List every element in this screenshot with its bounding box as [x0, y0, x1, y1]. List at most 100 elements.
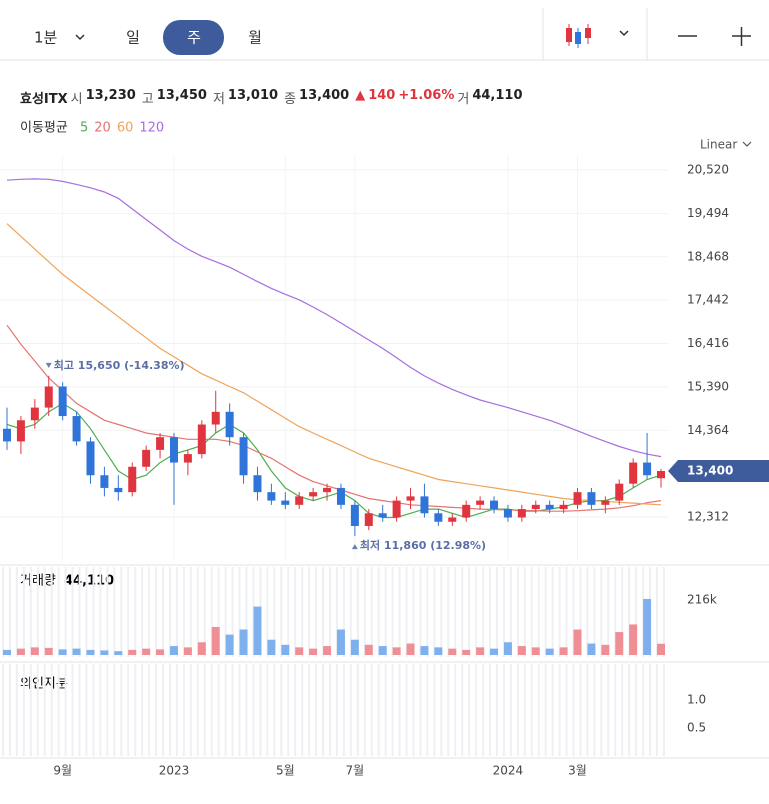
change-pct: +1.06% [398, 88, 455, 103]
chevron[interactable] [742, 141, 752, 147]
volume-bar [587, 643, 596, 655]
volume-bar [100, 650, 109, 655]
tab[interactable]: 월 [248, 29, 262, 47]
foreign-tick-label: 0.5 [687, 721, 706, 735]
candle-body [197, 424, 206, 455]
volume-bar [16, 648, 25, 655]
volume-bar [30, 647, 39, 655]
ma-legend: 60 [117, 121, 134, 136]
candle-body [615, 483, 624, 501]
volume-bar [448, 648, 457, 655]
y-tick-label: 20,520 [687, 163, 729, 177]
candle-body [211, 411, 220, 425]
volume-bar [420, 646, 429, 655]
volume-bar [503, 642, 512, 655]
candle-body [323, 487, 332, 493]
volume-bar [350, 639, 359, 655]
scale-mode[interactable]: Linear [700, 138, 737, 152]
candle-body [476, 500, 485, 505]
last-price-label: 13,400 [687, 464, 733, 478]
annotation-arrow [351, 544, 358, 550]
volume-bar [462, 649, 471, 655]
volume-bar [239, 629, 248, 655]
volume-bar [364, 644, 373, 655]
volume-bar [629, 624, 638, 655]
volume-bar [253, 606, 262, 655]
volume-bar [517, 646, 526, 655]
candle-body [86, 441, 95, 476]
change-arrow: ▲ [355, 88, 366, 103]
candle-body [434, 513, 443, 522]
quote-label: 저 [212, 92, 225, 107]
volume-bar [545, 648, 554, 655]
candle-body [503, 509, 512, 518]
candle-body [531, 504, 540, 510]
volume-bar [601, 644, 610, 655]
candle-body [462, 504, 471, 518]
candle-body [559, 504, 568, 510]
volume-bar [267, 639, 276, 655]
candle-body [169, 437, 178, 463]
volume-bar [559, 647, 568, 655]
candle-body [364, 513, 373, 526]
chevron[interactable] [619, 30, 629, 37]
interval[interactable]: 1분 [34, 29, 58, 47]
x-tick-label: 2023 [159, 764, 190, 778]
volume-tick-label: 216k [687, 592, 717, 606]
candle-body [295, 496, 304, 505]
active-tab-bg [163, 20, 224, 55]
candle-body [100, 475, 109, 488]
volume-bar [643, 598, 652, 655]
candle-body [490, 500, 499, 510]
candle-body [142, 449, 151, 467]
candle-body [587, 492, 596, 505]
volume-bar [72, 648, 81, 655]
candle-body [128, 466, 137, 493]
quote: 효성ITX 시 13,230 고 13,450 저 13,010 종 13,400 ▲ 140… [20, 88, 523, 107]
candle-body [16, 420, 25, 442]
candle-body [545, 504, 554, 510]
zoom-in[interactable] [732, 27, 751, 46]
volume-bar [169, 646, 178, 655]
tab[interactable]: 일 [126, 29, 140, 47]
ma-line [6, 178, 662, 458]
chart-type-icon[interactable] [566, 24, 591, 48]
candle-body [30, 407, 39, 421]
candle-body [281, 500, 290, 505]
ma-line [6, 324, 662, 512]
volume-value: 44,110 [64, 574, 114, 589]
candle-body [3, 428, 11, 442]
volume-bar [406, 643, 415, 655]
volume-bar [531, 647, 540, 655]
annotation: 최저 11,860 (12.98%) [360, 538, 486, 552]
volume-bar [156, 649, 165, 655]
foreign-tick-label: 1.0 [687, 693, 706, 707]
volume-bar [128, 649, 137, 655]
x-tick-label: 9월 [53, 764, 72, 778]
chevron[interactable] [75, 34, 85, 41]
volume-bar [657, 643, 665, 655]
volume-bar [3, 649, 11, 655]
x-tick-label: 5월 [276, 764, 295, 778]
y-tick-label: 15,390 [687, 379, 729, 393]
tab[interactable]: 주 [187, 29, 201, 47]
y-tick-label: 14,364 [687, 423, 729, 437]
y-tick-label: 18,468 [687, 249, 729, 263]
ma-legend: 5 [80, 121, 88, 136]
candle-body [573, 492, 582, 505]
volume-bar [323, 646, 332, 655]
quote-value: 13,010 [227, 88, 279, 103]
ma-legend: 120 [139, 121, 164, 136]
candle-body [629, 462, 638, 484]
annotation: 최고 15,650 (-14.38%) [54, 358, 185, 372]
volume-bar [225, 634, 234, 655]
quote-label: 시 [70, 92, 83, 107]
volume-bar [573, 629, 582, 655]
volume-label: 거 [457, 92, 470, 107]
candle-body [448, 517, 457, 522]
volume-bar [142, 648, 151, 655]
volume-bar [58, 649, 67, 655]
y-tick-label: 19,494 [687, 206, 729, 220]
